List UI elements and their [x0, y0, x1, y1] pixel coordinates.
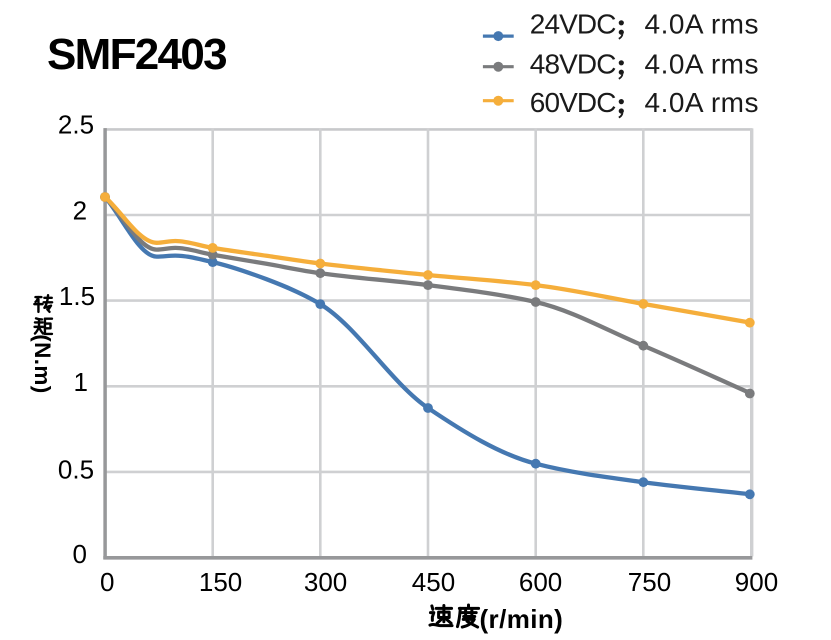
svg-text:450: 450: [412, 567, 455, 597]
svg-text:0.5: 0.5: [58, 455, 94, 485]
svg-text:4.0A rms: 4.0A rms: [645, 48, 759, 79]
svg-text:60VDC: 60VDC: [530, 87, 616, 118]
svg-text:0: 0: [72, 539, 86, 569]
svg-text:48VDC: 48VDC: [530, 48, 616, 79]
svg-text:1: 1: [73, 367, 87, 397]
svg-text:150: 150: [199, 567, 242, 597]
svg-text:1.5: 1.5: [59, 281, 95, 311]
svg-text:2.5: 2.5: [58, 110, 94, 140]
svg-text:4.0A rms: 4.0A rms: [645, 8, 759, 39]
svg-text:(N.m): (N.m): [30, 334, 55, 394]
svg-text:0: 0: [100, 567, 114, 597]
svg-text:2: 2: [73, 196, 87, 226]
svg-text:24VDC: 24VDC: [530, 8, 616, 39]
svg-text:(r/min): (r/min): [480, 604, 564, 634]
svg-text:300: 300: [304, 567, 347, 597]
svg-text:900: 900: [735, 567, 778, 597]
svg-text:750: 750: [628, 567, 671, 597]
svg-text:4.0A rms: 4.0A rms: [645, 87, 759, 118]
svg-text:600: 600: [519, 567, 562, 597]
